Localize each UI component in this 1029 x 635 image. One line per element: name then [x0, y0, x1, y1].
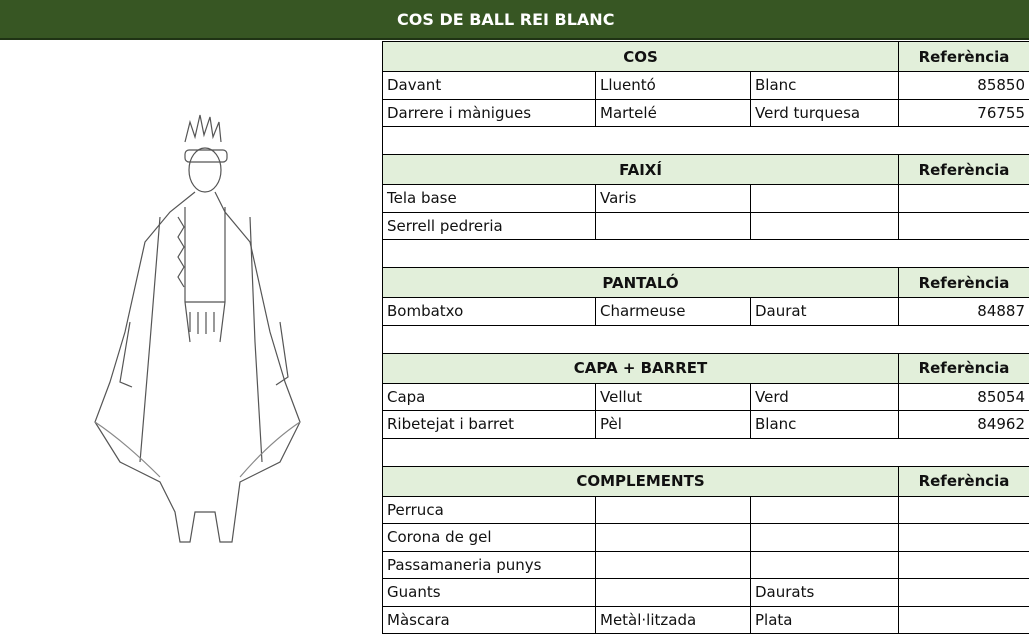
reference-cell	[898, 523, 1029, 552]
section-title: COMPLEMENTS	[382, 465, 899, 497]
table-cell	[595, 550, 751, 579]
reference-cell: 84962	[898, 410, 1029, 439]
blank-row	[382, 239, 1029, 268]
table-cell: Guants	[382, 578, 596, 607]
reference-cell: 85054	[898, 382, 1029, 411]
reference-label: Referència	[898, 154, 1029, 185]
table-cell: Daurats	[750, 578, 899, 607]
table-cell: Passamaneria punys	[382, 550, 596, 579]
table-cell: Blanc	[750, 410, 899, 439]
table-cell: Serrell pedreria	[382, 211, 596, 240]
table-cell	[595, 211, 751, 240]
table-cell: Ribetejat i barret	[382, 410, 596, 439]
blank-row	[382, 324, 1029, 354]
reference-label: Referència	[898, 465, 1029, 497]
table-cell: Varis	[595, 184, 751, 213]
reference-cell	[898, 578, 1029, 607]
table-cell	[595, 578, 751, 607]
reference-label: Referència	[898, 41, 1029, 72]
table-cell: Plata	[750, 605, 899, 634]
reference-cell	[898, 184, 1029, 213]
section-title: FAIXÍ	[382, 154, 899, 185]
title-bar: COS DE BALL REI BLANC	[0, 0, 1029, 40]
table-cell: Capa	[382, 382, 596, 411]
section-title: CAPA + BARRET	[382, 352, 899, 384]
table-cell: Verd turquesa	[750, 98, 899, 127]
table-cell: Perruca	[382, 495, 596, 524]
table-cell	[595, 495, 751, 524]
table-cell: Daurat	[750, 297, 899, 326]
blank-row	[382, 126, 1029, 155]
reference-cell	[898, 211, 1029, 240]
blank-row	[382, 437, 1029, 467]
reference-cell	[898, 605, 1029, 634]
reference-cell: 76755	[898, 98, 1029, 127]
table-cell	[595, 523, 751, 552]
table-cell: Davant	[382, 71, 596, 100]
table-cell: Verd	[750, 382, 899, 411]
table-cell: Pèl	[595, 410, 751, 439]
reference-label: Referència	[898, 352, 1029, 384]
table-cell: Corona de gel	[382, 523, 596, 552]
reference-cell: 84887	[898, 297, 1029, 326]
table-cell: Blanc	[750, 71, 899, 100]
table-cell	[750, 523, 899, 552]
table-cell: Darrere i mànigues	[382, 98, 596, 127]
reference-cell	[898, 495, 1029, 524]
costume-sketch	[94, 114, 301, 543]
reference-label: Referència	[898, 267, 1029, 298]
table-cell: Martelé	[595, 98, 751, 127]
table-cell	[750, 495, 899, 524]
table-cell: Vellut	[595, 382, 751, 411]
table-cell: Màscara	[382, 605, 596, 634]
table-cell	[750, 184, 899, 213]
table-cell	[750, 211, 899, 240]
table-cell: Bombatxo	[382, 297, 596, 326]
table-cell	[750, 550, 899, 579]
table-cell: Tela base	[382, 184, 596, 213]
reference-cell	[898, 550, 1029, 579]
table-cell: Charmeuse	[595, 297, 751, 326]
table-cell: Metàl·litzada	[595, 605, 751, 634]
section-title: PANTALÓ	[382, 267, 899, 298]
sheet-title: COS DE BALL REI BLANC	[397, 10, 615, 29]
section-title: COS	[382, 41, 899, 72]
table-cell: Lluentó	[595, 71, 751, 100]
reference-cell: 85850	[898, 71, 1029, 100]
